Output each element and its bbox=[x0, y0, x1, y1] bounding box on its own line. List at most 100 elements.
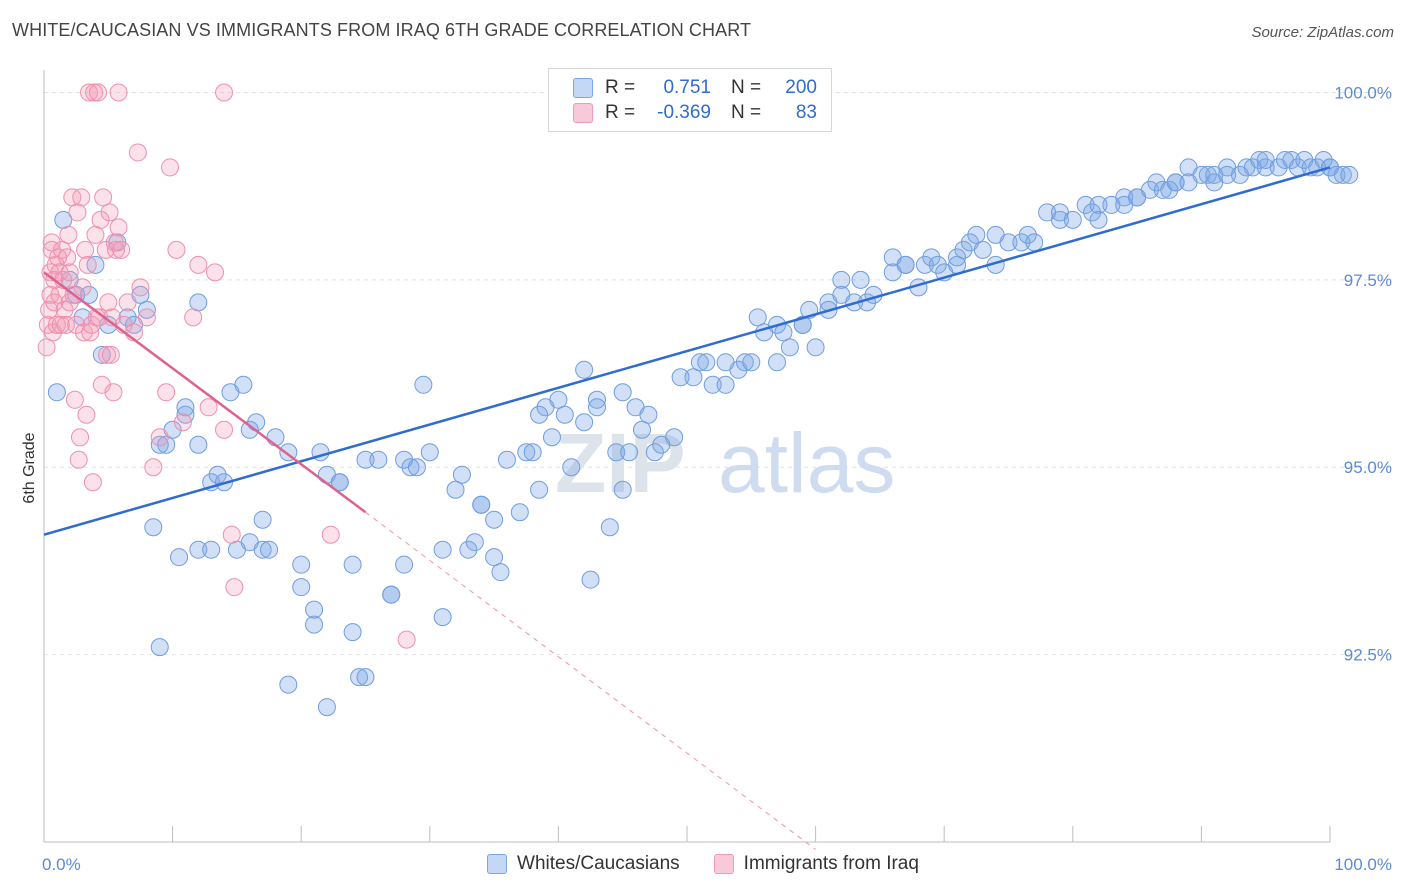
point-iraq bbox=[71, 428, 90, 447]
point-whites bbox=[1250, 150, 1269, 169]
point-whites bbox=[510, 503, 529, 522]
point-whites bbox=[1327, 165, 1346, 184]
point-iraq bbox=[86, 225, 105, 244]
point-iraq bbox=[184, 308, 203, 327]
point-whites bbox=[1089, 195, 1108, 214]
point-iraq bbox=[215, 83, 234, 102]
point-whites bbox=[575, 413, 594, 432]
point-whites bbox=[832, 270, 851, 289]
point-iraq bbox=[105, 233, 124, 252]
x-tick-label: 100.0% bbox=[1334, 855, 1392, 874]
point-whites bbox=[999, 233, 1018, 252]
point-whites bbox=[305, 615, 324, 634]
correlation-legend: R = 0.751 N = 200 R = -0.369 N = 83 bbox=[548, 68, 832, 132]
point-whites bbox=[1166, 173, 1185, 192]
point-whites bbox=[1089, 210, 1108, 229]
point-iraq bbox=[42, 240, 61, 259]
point-iraq bbox=[68, 203, 87, 222]
point-whites bbox=[1140, 180, 1159, 199]
point-whites bbox=[1218, 165, 1237, 184]
point-whites bbox=[485, 548, 504, 567]
point-whites bbox=[260, 540, 279, 559]
point-whites bbox=[292, 555, 311, 574]
legend-r-value: -0.369 bbox=[657, 102, 711, 123]
point-whites bbox=[234, 375, 253, 394]
y-tick-label: 95.0% bbox=[1344, 458, 1392, 477]
point-whites bbox=[896, 255, 915, 274]
point-whites bbox=[465, 533, 484, 552]
point-iraq bbox=[150, 428, 169, 447]
point-whites bbox=[748, 308, 767, 327]
point-whites bbox=[1115, 188, 1134, 207]
point-whites bbox=[1018, 225, 1037, 244]
point-whites bbox=[497, 450, 516, 469]
watermark-atlas: atlas bbox=[718, 416, 895, 510]
point-iraq bbox=[81, 323, 100, 342]
point-whites bbox=[401, 458, 420, 477]
point-whites bbox=[954, 240, 973, 259]
y-tick-label: 100.0% bbox=[1334, 83, 1392, 102]
trend-lines bbox=[43, 166, 1331, 850]
watermark: ZIP atlas bbox=[555, 416, 895, 510]
point-whites bbox=[407, 458, 426, 477]
point-iraq bbox=[76, 240, 95, 259]
point-iraq bbox=[74, 323, 93, 342]
y-tick-labels: 100.0% 97.5% 95.0% 92.5% bbox=[1334, 83, 1392, 664]
watermark-zip: ZIP bbox=[555, 416, 686, 510]
point-whites bbox=[600, 518, 619, 537]
series-legend: Whites/Caucasians Immigrants from Iraq bbox=[0, 850, 1406, 878]
point-whites bbox=[382, 585, 401, 604]
point-whites bbox=[587, 390, 606, 409]
point-whites bbox=[176, 405, 195, 424]
point-whites bbox=[1198, 165, 1217, 184]
point-whites bbox=[433, 608, 452, 627]
point-iraq bbox=[112, 240, 131, 259]
y-axis-label: 6th Grade bbox=[21, 432, 38, 503]
point-whites bbox=[742, 353, 761, 372]
point-whites bbox=[517, 443, 536, 462]
legend-n-label: N = bbox=[731, 102, 762, 123]
point-iraq bbox=[78, 255, 97, 274]
point-whites bbox=[414, 375, 433, 394]
point-whites bbox=[137, 300, 156, 319]
point-whites bbox=[716, 375, 735, 394]
point-iraq bbox=[85, 83, 104, 102]
point-whites bbox=[697, 353, 716, 372]
point-whites bbox=[607, 443, 626, 462]
point-iraq bbox=[73, 278, 92, 297]
legend-r-label: R = bbox=[605, 77, 636, 98]
point-whites bbox=[562, 458, 581, 477]
point-whites bbox=[170, 548, 189, 567]
point-whites bbox=[150, 638, 169, 657]
point-iraq bbox=[94, 188, 113, 207]
chart-title: WHITE/CAUCASIAN VS IMMIGRANTS FROM IRAQ … bbox=[12, 20, 752, 40]
point-whites bbox=[279, 675, 298, 694]
point-whites bbox=[330, 473, 349, 492]
legend-n-value: 83 bbox=[795, 102, 817, 123]
point-whites bbox=[1333, 165, 1352, 184]
point-iraq bbox=[128, 143, 147, 162]
point-iraq bbox=[99, 293, 118, 312]
point-iraq bbox=[118, 293, 137, 312]
point-whites bbox=[967, 225, 986, 244]
point-whites bbox=[1025, 233, 1044, 252]
point-iraq bbox=[107, 240, 126, 259]
point-whites bbox=[542, 428, 561, 447]
point-whites bbox=[780, 338, 799, 357]
legend-item-iraq: Immigrants from Iraq bbox=[713, 853, 919, 875]
point-whites bbox=[208, 465, 227, 484]
point-whites bbox=[491, 563, 510, 582]
point-whites bbox=[1063, 210, 1082, 229]
legend-item-whites: Whites/Caucasians bbox=[487, 853, 680, 875]
point-whites bbox=[356, 450, 375, 469]
y-tick-label: 92.5% bbox=[1344, 646, 1392, 665]
point-whites bbox=[1256, 158, 1275, 177]
x-tick-labels: 0.0% 100.0% bbox=[42, 855, 1392, 874]
point-whites bbox=[343, 555, 362, 574]
point-iraq bbox=[98, 345, 117, 364]
point-iraq bbox=[69, 450, 88, 469]
point-whites bbox=[581, 570, 600, 589]
point-whites bbox=[176, 398, 195, 417]
point-whites bbox=[684, 368, 703, 387]
point-iraq bbox=[206, 263, 225, 282]
